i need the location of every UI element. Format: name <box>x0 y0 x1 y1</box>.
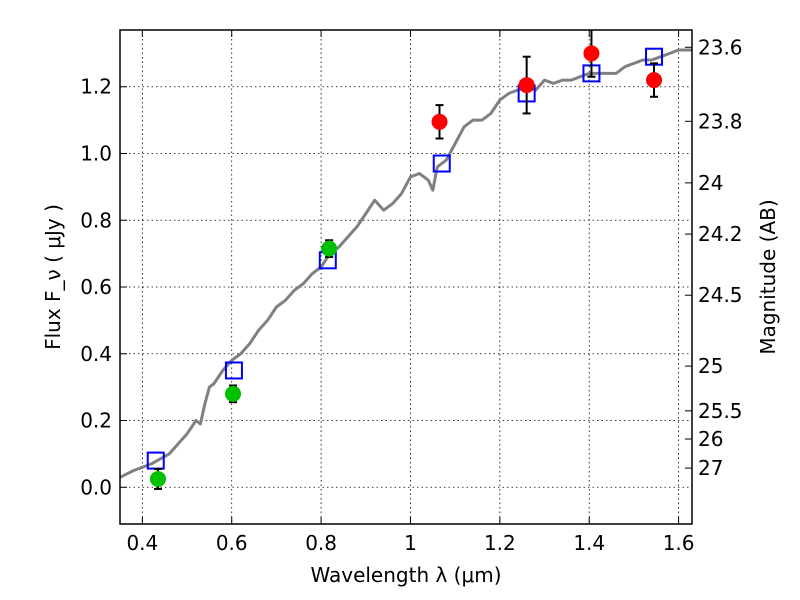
observed-flux-point <box>431 113 448 130</box>
x-axis-label: Wavelength λ (μm) <box>310 563 501 587</box>
y-tick-label: 1.0 <box>80 142 112 166</box>
observed-flux-point <box>518 77 535 94</box>
model-photometry-square <box>432 154 451 173</box>
y-tick-label: 0.2 <box>80 409 112 433</box>
y-tick-label: 1.2 <box>80 75 112 99</box>
observed-flux-point <box>646 72 663 89</box>
observed-flux-point <box>321 240 338 257</box>
tick-labels: 0.4 0.6 0.8 1 1.2 1.4 1.6 0.0 0.2 0.4 0.6 0.8 1.0 1.2… <box>80 35 742 555</box>
x-tick-label: 0.4 <box>126 531 158 555</box>
x-tick-label: 1.2 <box>484 531 516 555</box>
y2-axis-label: Magnitude (AB) <box>756 199 780 354</box>
x-tick-label: 1 <box>404 531 417 555</box>
ticks <box>120 30 692 524</box>
observed-flux-point <box>149 470 166 487</box>
observed-flux-point <box>225 385 242 402</box>
y2-tick-label: 24.2 <box>698 222 743 246</box>
model-spectrum-line <box>120 48 692 479</box>
y-tick-label: 0.8 <box>80 208 112 232</box>
plot-area <box>120 30 692 490</box>
y2-tick-label: 27 <box>698 456 723 480</box>
y2-tick-label: 23.6 <box>698 35 743 59</box>
y2-tick-label: 24.5 <box>698 283 743 307</box>
x-tick-label: 0.6 <box>216 531 248 555</box>
y2-tick-label: 26 <box>698 427 723 451</box>
y2-tick-label: 25 <box>698 354 723 378</box>
x-tick-label: 1.6 <box>663 531 695 555</box>
y-tick-label: 0.0 <box>80 475 112 499</box>
y-axis-label: Flux F_ν ( μJy ) <box>41 204 65 350</box>
y2-tick-label: 23.8 <box>698 109 743 133</box>
y2-tick-label: 24 <box>698 171 723 195</box>
y-tick-label: 0.4 <box>80 342 112 366</box>
model-photometry-square <box>224 361 243 380</box>
grid <box>120 30 692 524</box>
y2-tick-label: 25.5 <box>698 399 743 423</box>
x-tick-label: 1.4 <box>573 531 605 555</box>
x-tick-label: 0.8 <box>305 531 337 555</box>
plot-frame <box>119 29 693 525</box>
observed-flux-point <box>583 45 600 62</box>
y-tick-label: 0.6 <box>80 275 112 299</box>
